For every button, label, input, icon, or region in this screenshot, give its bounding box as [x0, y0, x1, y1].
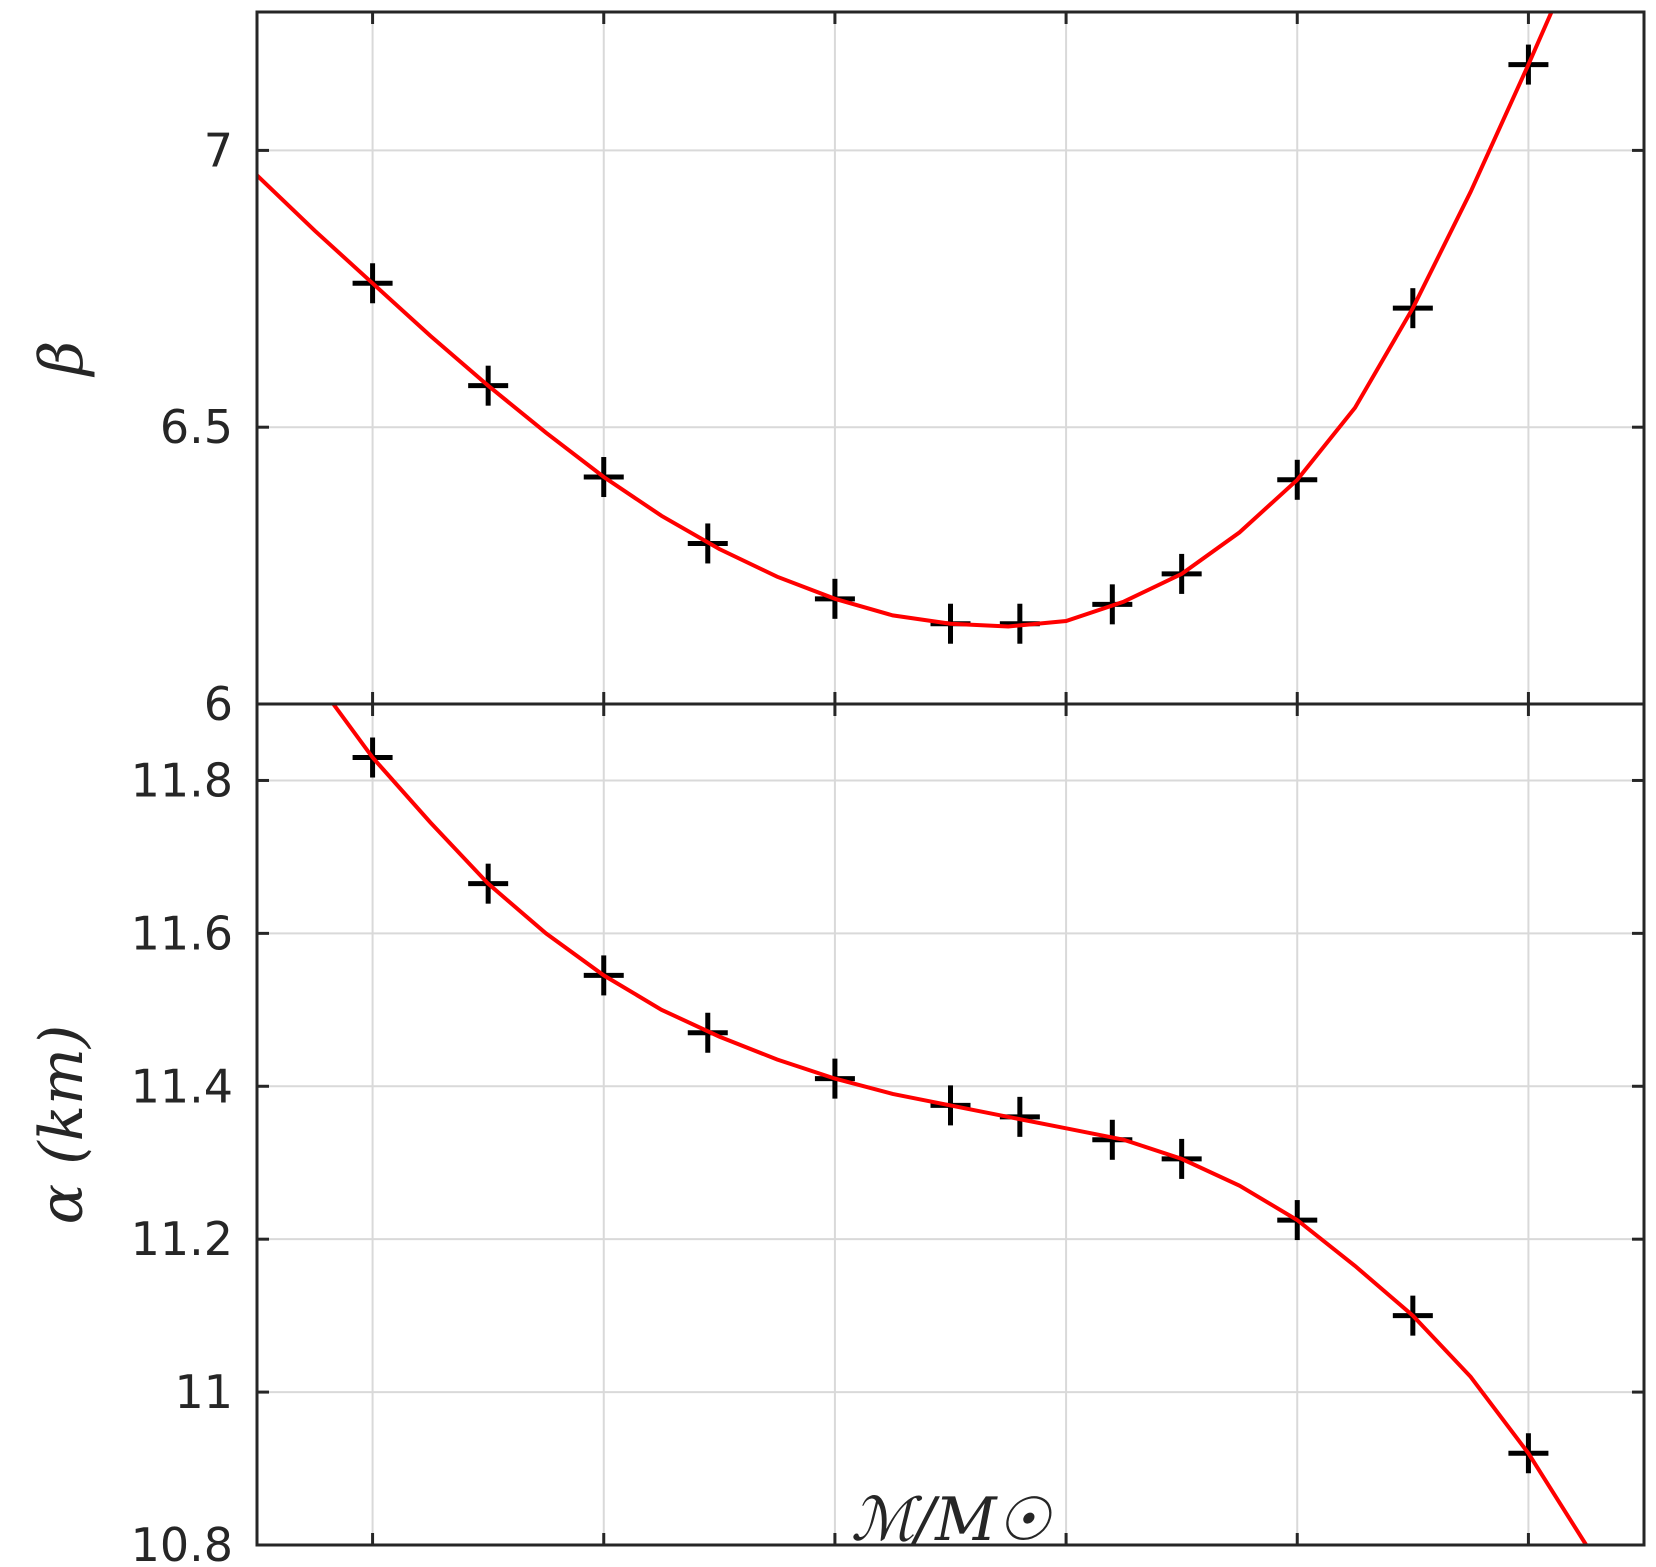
plot-area [331, 704, 1588, 1545]
y-tick-label: 11.2 [131, 1212, 233, 1266]
y-axis-label: β [27, 341, 97, 378]
x-tick-label: 1.2 [1030, 1564, 1103, 1567]
axes-frame [255, 702, 1646, 1547]
y-tick-label: 6.5 [160, 400, 233, 454]
panel-upper: 6 6.5 7 β [27, 10, 1646, 731]
y-tick-label: 7 [204, 123, 233, 177]
y-axis-label: α (km) [27, 1025, 97, 1225]
y-tick-label: 11.4 [131, 1059, 233, 1113]
x-tick-label: 1.3 [1261, 1564, 1334, 1567]
y-tick-label: 10.8 [131, 1518, 233, 1567]
x-tick-label: 0.9 [336, 1564, 409, 1567]
x-tick-label: 1 [589, 1564, 618, 1567]
x-axis-label: ℳ/M☉ [851, 1485, 1053, 1555]
y-tick-label: 11.8 [131, 753, 233, 807]
y-tick-label: 11.6 [131, 906, 233, 960]
x-tick-label: 1.4 [1492, 1564, 1565, 1567]
fit-curve [257, 12, 1554, 629]
axes-frame [255, 10, 1646, 706]
y-tick-label: 6 [204, 677, 233, 731]
plot-area [257, 12, 1554, 644]
fit-curve [331, 704, 1588, 1545]
y-tick-label: 11 [174, 1365, 233, 1419]
panel-lower: 10.8 11 11.2 11.4 11.6 11.8 0.9 1 1.1 1.2 1.3 1.4 ℳ/… [27, 702, 1646, 1567]
x-tick-label: 1.1 [798, 1564, 871, 1567]
